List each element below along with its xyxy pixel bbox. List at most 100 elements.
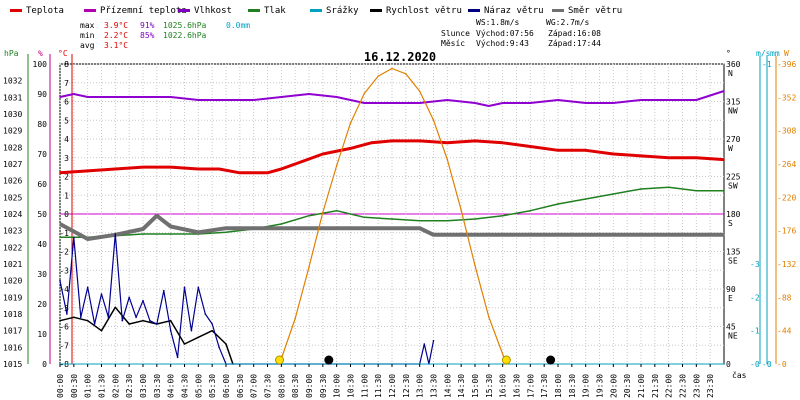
series-vlhkost-point — [73, 93, 75, 95]
x-tick-label: 03:00 — [139, 374, 148, 398]
x-tick-label: 06:00 — [222, 374, 231, 398]
series-vlhkost-point — [584, 102, 587, 104]
series-vlhkost-point — [446, 99, 449, 101]
series-solar-point — [488, 316, 490, 318]
legend-label-pressure: Tlak — [264, 6, 286, 16]
series-solar-point — [391, 67, 393, 70]
stats-min-press: 1022.6hPa — [163, 31, 207, 40]
series-solar-point — [322, 211, 324, 214]
series-teplota-point — [501, 141, 504, 144]
y-tick-w: -88 — [777, 293, 792, 302]
y-tick-pct: 10 — [37, 330, 47, 339]
unit-headers: hPa % °C ° m/s mm W čas — [4, 49, 789, 380]
y-tick-degc: -1 — [59, 229, 69, 238]
series-teplota-point — [114, 168, 117, 170]
unit-ms: m/s — [756, 49, 771, 58]
series-solar-point — [308, 266, 310, 268]
info-sun-rise: Východ:07:56 — [476, 29, 534, 38]
y-tick-degc: -3 — [59, 266, 69, 275]
x-tick-label: 19:30 — [596, 374, 605, 398]
series-solar — [278, 67, 507, 365]
marker-moonrise — [324, 355, 334, 365]
series-tlak-point — [584, 198, 587, 200]
y-tick-winddir-compass: W — [728, 144, 733, 153]
y-tick-winddir-compass: NW — [728, 107, 738, 116]
y-tick-pct: 40 — [37, 240, 47, 249]
y-tick-pct: 70 — [37, 150, 47, 159]
series-tlak-point — [280, 223, 283, 225]
y-tick-winddir-compass: NE — [728, 332, 738, 341]
y-tick-hpa: 1017 — [3, 327, 22, 336]
y-tick-degc: 0 — [64, 210, 69, 219]
series-rychlost-v-tru-point — [211, 329, 213, 332]
stats-block: max min avg 3.9°C 2.2°C 3.1°C 91% 85% 10… — [80, 21, 250, 50]
x-tick-label: 17:00 — [526, 374, 535, 398]
legend-swatch-gust — [468, 9, 480, 12]
series-teplota-point — [349, 147, 352, 150]
stats-min-hum: 85% — [140, 31, 155, 40]
y-tick-pct: 0 — [42, 360, 47, 369]
marker-sunset — [501, 355, 511, 365]
series-teplota-point — [218, 168, 220, 170]
series-rychlost-v-tru-point — [73, 316, 75, 319]
series-teplota-point — [322, 153, 324, 155]
legend-label-rain: Srážky — [326, 6, 359, 16]
series-tlak-point — [59, 236, 61, 239]
x-tick-label: 06:30 — [236, 374, 245, 398]
x-tick-label: 03:30 — [153, 374, 162, 398]
series-sm-r-v-tru-point — [225, 227, 227, 229]
series-tlak-point — [391, 218, 393, 220]
series-sr-ky-point — [723, 363, 725, 365]
legend-swatch-pressure — [248, 9, 260, 12]
y-tick-hpa: 1016 — [3, 343, 22, 352]
x-tick-label: 18:30 — [568, 374, 577, 398]
legend-swatch-winddir — [552, 9, 564, 12]
x-tick-label: 04:30 — [181, 374, 190, 398]
series-teplota-point — [474, 140, 476, 142]
y-tick-mm: -1 — [762, 60, 772, 69]
series-teplota-point — [557, 149, 559, 152]
y-tick-hpa: 1015 — [3, 360, 22, 369]
series-teplota-point — [59, 171, 61, 174]
series-vlhkost-point — [363, 102, 366, 104]
x-tick-label: 16:00 — [499, 374, 508, 398]
series-n-raz-v-tru-point — [128, 296, 130, 299]
series-tlak-point — [474, 218, 476, 220]
y-tick-hpa: 1027 — [3, 160, 22, 169]
marker-moonset — [546, 355, 556, 365]
x-tick-label: 14:00 — [443, 374, 452, 398]
series-vlhkost-point — [252, 99, 255, 101]
x-tick-label: 20:00 — [609, 374, 618, 398]
series-tlak-point — [335, 209, 338, 212]
series-sm-r-v-tru-point — [169, 225, 172, 228]
series-sm-r-v-tru-point — [142, 228, 144, 230]
stats-min-label: min — [80, 31, 95, 40]
series-sm-r-v-tru-point — [723, 234, 725, 236]
series-tlak-point — [225, 231, 227, 234]
y-tick-w: -0 — [777, 360, 787, 369]
series-vlhkost-point — [169, 96, 172, 98]
x-tick-label: 14:30 — [457, 374, 466, 398]
series-sm-r-v-tru-point — [280, 227, 283, 229]
series-sm-r-v-tru-point — [432, 234, 435, 236]
series-n-raz-v-tru-point — [183, 286, 186, 289]
y-tick-pct: 90 — [37, 90, 47, 99]
series-sm-r-v-tru-point — [156, 214, 158, 217]
y-tick-hpa: 1026 — [3, 177, 22, 186]
y-tick-winddir-compass: E — [728, 294, 733, 303]
series-n-raz-v-tru-point — [169, 329, 172, 332]
series-teplota-point — [529, 145, 532, 148]
unit-deg: ° — [726, 49, 731, 58]
info-sun-label: Slunce — [441, 29, 470, 38]
stats-max-label: max — [80, 21, 95, 30]
x-tick-label: 11:00 — [360, 374, 369, 398]
y-tick-degc: 4 — [64, 135, 69, 144]
legend-swatch-temp — [10, 9, 22, 12]
series-tlak-point — [501, 214, 504, 217]
series-n-raz-v-tru-point — [135, 316, 137, 319]
y-tick-winddir: 0 — [726, 360, 731, 369]
series-vlhkost-point — [142, 96, 144, 98]
y-tick-pct: 60 — [37, 180, 47, 189]
x-tick-label: 11:30 — [374, 374, 383, 398]
